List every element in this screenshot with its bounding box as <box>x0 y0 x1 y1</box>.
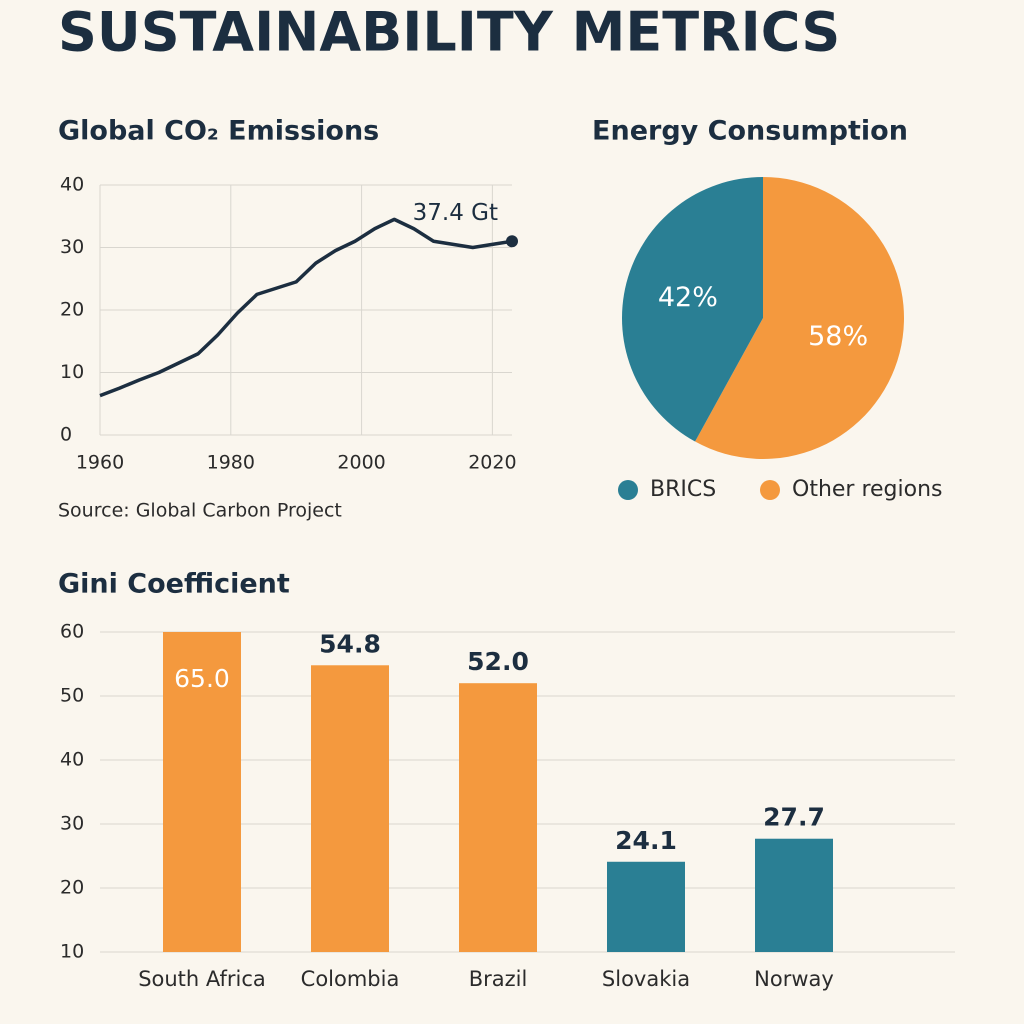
legend-label: Other regions <box>792 477 943 502</box>
slice-label: 58% <box>808 321 868 352</box>
chart-title: Global CO₂ Emissions <box>58 116 379 147</box>
value-label: 54.8 <box>319 629 381 658</box>
pie-slice <box>695 177 905 460</box>
source-note: Source: Global Carbon Project <box>58 500 342 522</box>
x-tick-label: Brazil <box>469 967 528 991</box>
data-line <box>99 217 513 398</box>
slice-label: 42% <box>658 282 718 313</box>
x-tick-label: South Africa <box>138 967 266 991</box>
y-tick-label: 20 <box>60 877 84 899</box>
value-label: 52.0 <box>467 647 529 676</box>
x-tick-label: 1960 <box>76 452 124 474</box>
y-tick-label: 40 <box>60 749 84 771</box>
bars <box>163 632 833 952</box>
bar <box>755 838 833 952</box>
x-tick-label: Norway <box>754 967 834 991</box>
page-title: SUSTAINABILITY METRICS <box>58 1 840 64</box>
value-label: 65.0 <box>174 664 230 693</box>
bar <box>459 683 537 952</box>
value-label: 24.1 <box>615 826 677 855</box>
y-tick-label: 0 <box>60 424 72 446</box>
x-tick-label: Colombia <box>301 967 400 991</box>
x-tick-label: 2000 <box>337 452 385 474</box>
legend-swatch <box>760 480 780 500</box>
chart-title: Gini Coefficient <box>58 569 290 600</box>
y-tick-label: 10 <box>60 361 84 383</box>
y-tick-label: 10 <box>60 941 84 963</box>
legend-label: BRICS <box>650 477 716 502</box>
bar <box>311 665 389 952</box>
y-tick-label: 30 <box>60 236 84 258</box>
pie-slice <box>622 177 763 442</box>
legend-swatch <box>618 480 638 500</box>
y-tick-label: 40 <box>60 174 84 196</box>
y-tick-label: 30 <box>60 813 84 835</box>
value-label: 27.7 <box>763 803 825 832</box>
bar <box>607 861 685 952</box>
end-point <box>506 235 518 248</box>
x-tick-label: Slovakia <box>602 967 690 991</box>
y-tick-label: 60 <box>60 621 84 643</box>
x-tick-label: 1980 <box>207 452 255 474</box>
x-tick-label: 2020 <box>468 452 516 474</box>
bar <box>163 632 241 952</box>
annotation: 37.4 Gt <box>413 200 498 226</box>
y-tick-label: 20 <box>60 299 84 321</box>
y-tick-label: 50 <box>60 685 84 707</box>
chart-title: Energy Consumption <box>592 116 908 147</box>
